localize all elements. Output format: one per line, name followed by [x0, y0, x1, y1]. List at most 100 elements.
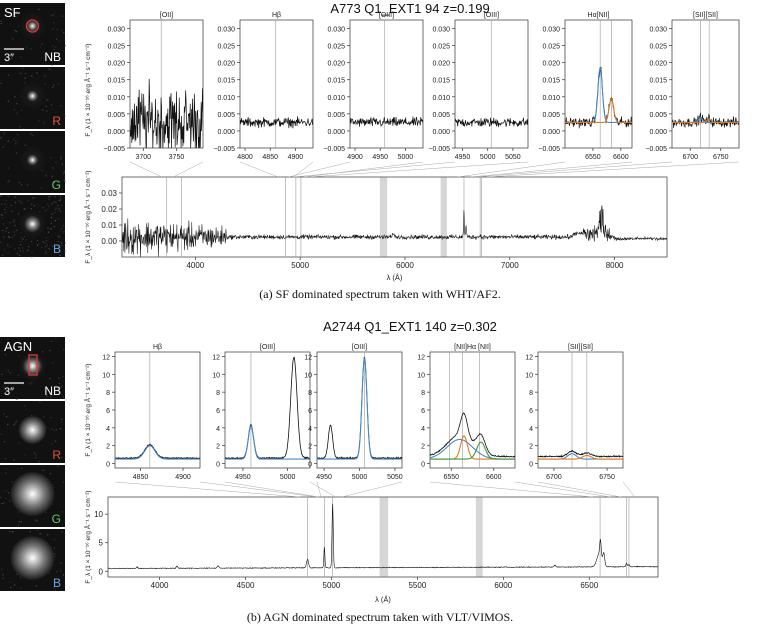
a-z5-xtick-label: 6600: [613, 154, 629, 161]
thumbnail-noise: [2, 577, 4, 579]
b-z4-xtick-label: 6550: [443, 474, 459, 481]
thumbnail-noise: [13, 108, 16, 111]
panel-b-connectors: [114, 481, 635, 498]
thumbnail-noise: [17, 213, 19, 215]
a-z2-ytick-label: 0.030: [217, 27, 235, 34]
thumbnail-band-label: R: [52, 448, 61, 462]
thumbnail-noise: [16, 229, 18, 231]
b-z1-ytick-label: 4: [106, 426, 110, 433]
panel-b-zoom-panels: 4850 4900 0 2 4 6 8 10 12 Hβ 4950 5000 0 2 4 6 8 10 12 [OII…: [83, 344, 624, 481]
thumbnail-noise: [55, 429, 57, 431]
thumbnail-noise: [9, 372, 11, 374]
thumbnail-noise: [55, 337, 57, 340]
thumbnail-noise: [40, 187, 42, 189]
thumbnail-noise: [52, 395, 54, 397]
thumbnail-noise: [51, 14, 53, 17]
thumbnail-noise: [18, 247, 20, 249]
b-z2-spectrum: [225, 356, 310, 460]
x-axis-label: λ (Å): [387, 273, 403, 282]
thumbnail-noise: [21, 202, 23, 204]
thumbnail-noise: [61, 29, 63, 31]
thumbnail-noise: [50, 196, 52, 198]
thumbnail-noise: [5, 212, 7, 214]
thumbnail-noise: [60, 156, 62, 158]
a-z3-ytick-label: 0.025: [327, 44, 345, 51]
thumbnail-noise: [5, 458, 7, 460]
a-main-spectrum: [122, 205, 667, 257]
thumbnail-noise: [37, 529, 39, 532]
thumbnail-noise: [15, 420, 17, 423]
thumbnail-noise: [0, 82, 2, 84]
a-z4-ytick-label: 0.010: [432, 95, 450, 102]
thumbnail-source: [10, 536, 55, 580]
thumbnail-noise: [20, 72, 22, 75]
thumbnail-noise: [59, 180, 61, 182]
thumbnail-noise: [53, 487, 55, 489]
thumbnail-noise: [48, 68, 50, 70]
a-z5-ytick-label: 0.005: [542, 112, 560, 119]
b-z1-spectrum: [115, 443, 200, 460]
thumbnail-noise: [51, 340, 53, 342]
thumbnail-noise: [26, 184, 29, 186]
zoom-connector: [514, 481, 611, 498]
thumbnail-noise: [57, 205, 59, 207]
a-z3-ytick-label: 0.015: [327, 78, 345, 85]
a-z5-ytick-label: 0.010: [542, 95, 560, 102]
b-z3-xtick-label: 5000: [352, 474, 368, 481]
thumbnail-noise: [8, 231, 10, 234]
thumbnail-band-label: G: [52, 512, 61, 526]
caption-a: (a) SF dominated spectrum taken with WHT…: [259, 287, 501, 301]
thumbnail-noise: [49, 248, 51, 251]
thumbnail-noise: [7, 140, 9, 142]
b-z3-fit-fit_blue: [317, 357, 402, 460]
a-main-frame: [121, 176, 668, 258]
thumbnail-noise: [45, 99, 47, 101]
thumbnail-noise: [36, 520, 38, 522]
thumbnail-noise: [43, 122, 45, 124]
a-z1-ytick-label: −0.005: [103, 146, 125, 153]
b-z5-xtick-label: 6700: [546, 474, 562, 481]
thumbnail-noise: [41, 43, 43, 45]
thumbnail-noise: [60, 385, 62, 388]
b-main-ytick-label: 10: [94, 510, 103, 519]
thumbnail-noise: [54, 555, 56, 558]
b-main-frame: [107, 496, 659, 578]
thumbnail-noise: [42, 241, 44, 243]
thumbnail-noise: [5, 497, 7, 499]
zoom-connector: [224, 481, 320, 498]
y-axis-label: F_λ (1 × 10⁻¹⁶ erg Å⁻¹ s⁻¹ cm⁻²): [83, 170, 92, 263]
a-z5-frame: [564, 19, 633, 149]
thumbnail-noise: [8, 180, 10, 182]
thumbnail-noise: [50, 228, 52, 230]
thumbnail-noise: [14, 248, 16, 250]
y-axis-label: F_λ (1 × 10⁻¹⁶ erg Å⁻¹ s⁻¹ cm⁻²): [83, 43, 92, 136]
thumbnail-noise: [5, 490, 7, 492]
thumbnail-noise: [1, 214, 3, 217]
thumbnail-noise: [7, 348, 9, 350]
thumbnail-noise: [60, 198, 62, 200]
thumbnail-noise: [56, 28, 58, 31]
a-z2-frame: [239, 19, 314, 149]
b-z2-ytick-label: 4: [216, 426, 220, 433]
panel-a-zoom-panels: 3700 3750 −0.005 0.000 0.005 0.010 0.015 0.020 0…: [83, 12, 740, 161]
thumbnail-noise: [7, 252, 9, 254]
thumbnail-noise: [49, 472, 52, 475]
thumbnail-noise: [57, 83, 59, 85]
a-main-ytick-label: 0.01: [101, 221, 117, 230]
a-z2-spectrum: [240, 116, 313, 129]
thumbnail-noise: [58, 236, 60, 238]
thumbnail-noise: [19, 250, 21, 252]
thumbnail-noise: [52, 45, 54, 47]
thumbnail-noise: [45, 175, 47, 177]
a-main-sky-band: [379, 177, 388, 257]
zoom-connector: [341, 481, 403, 498]
thumbnail-noise: [7, 167, 9, 169]
thumbnail-noise: [64, 180, 66, 182]
a-main-ytick-label: 0.02: [101, 205, 117, 214]
thumbnail-noise: [3, 502, 5, 504]
thumbnail-noise: [59, 247, 61, 249]
b-z1-title: Hβ: [153, 344, 162, 351]
a-z5-ytick-label: 0.000: [542, 129, 560, 136]
a-z6-frame: [671, 19, 740, 149]
thumbnail-noise: [60, 242, 63, 244]
